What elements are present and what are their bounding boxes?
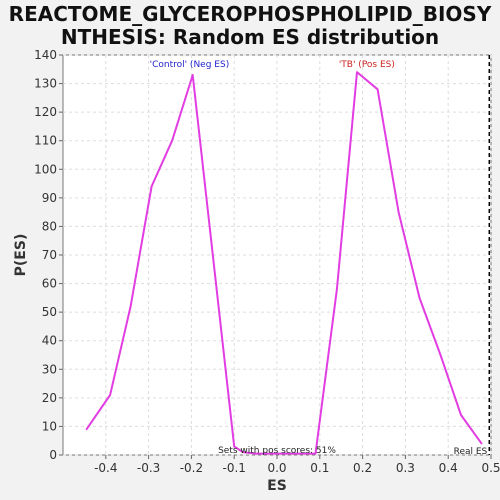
data-point <box>171 139 173 142</box>
data-point <box>356 71 358 73</box>
y-tick-label: 10 <box>42 419 57 433</box>
y-tick-label: 120 <box>34 105 57 119</box>
y-tick-label: 80 <box>42 219 57 233</box>
y-tick-label: 40 <box>42 334 57 348</box>
x-tick-label: 0.5 <box>481 461 500 475</box>
y-tick-label: 100 <box>34 162 57 176</box>
data-point <box>276 452 278 455</box>
chart-title-line1: REACTOME_GLYCEROPHOSPHOLIPID_BIOSY <box>9 2 492 26</box>
neg-es-annotation: 'Control' (Neg ES) <box>150 60 230 70</box>
y-tick-label: 70 <box>42 248 57 262</box>
series-layer <box>85 71 483 455</box>
data-point <box>109 394 111 396</box>
x-tick-label: 0.0 <box>267 461 286 475</box>
y-tick-label: 50 <box>42 305 57 319</box>
data-point <box>254 452 257 455</box>
data-point <box>376 88 379 91</box>
data-point <box>129 305 132 308</box>
data-point <box>397 211 400 213</box>
chart-title-line2: NTHESIS: Random ES distribution <box>61 25 439 49</box>
data-point <box>233 445 235 448</box>
data-point <box>336 288 338 291</box>
data-point <box>85 428 88 431</box>
y-tick-label: 140 <box>34 48 57 62</box>
pos-scores-annotation: Sets with pos scores: 51% <box>218 446 336 456</box>
y-tick-label: 30 <box>42 362 57 376</box>
x-tick-label: -0.3 <box>137 461 160 475</box>
data-point <box>314 452 317 455</box>
x-tick-label: 0.3 <box>396 461 415 475</box>
x-tick-label: 0.1 <box>310 461 329 475</box>
y-tick-label: 90 <box>42 191 57 205</box>
x-tick-label: -0.1 <box>222 461 245 475</box>
x-tick-label: 0.2 <box>353 461 372 475</box>
y-tick-label: 110 <box>34 134 57 148</box>
x-tick-label: -0.4 <box>94 461 117 475</box>
real-es-label: Real ES <box>454 447 488 457</box>
data-point <box>297 452 300 455</box>
y-tick-label: 20 <box>42 391 57 405</box>
data-point <box>460 414 462 416</box>
data-point <box>439 354 442 356</box>
x-tick-label: -0.2 <box>180 461 203 475</box>
axis-ticks: 0 10 20 30 40 50 60 70 80 90 100 110 120 130 140 -0.4 -0… <box>34 48 500 475</box>
pos-es-annotation: 'TB' (Pos ES) <box>339 60 395 70</box>
y-tick-label: 60 <box>42 277 57 291</box>
x-axis-label: ES <box>267 478 287 494</box>
y-tick-label: 130 <box>34 77 57 91</box>
annotations-layer: Real ES 'Control' (Neg ES) 'TB' (Pos ES) Se… <box>150 55 491 457</box>
data-point <box>480 442 483 445</box>
data-point <box>191 74 194 76</box>
data-point <box>241 451 244 453</box>
data-point <box>150 185 153 188</box>
data-point <box>418 297 421 299</box>
series-line <box>85 71 483 455</box>
y-tick-label: 0 <box>49 448 57 462</box>
y-axis-label: P(ES) <box>13 234 29 277</box>
x-tick-label: 0.4 <box>439 461 458 475</box>
grid-lines <box>63 54 492 456</box>
